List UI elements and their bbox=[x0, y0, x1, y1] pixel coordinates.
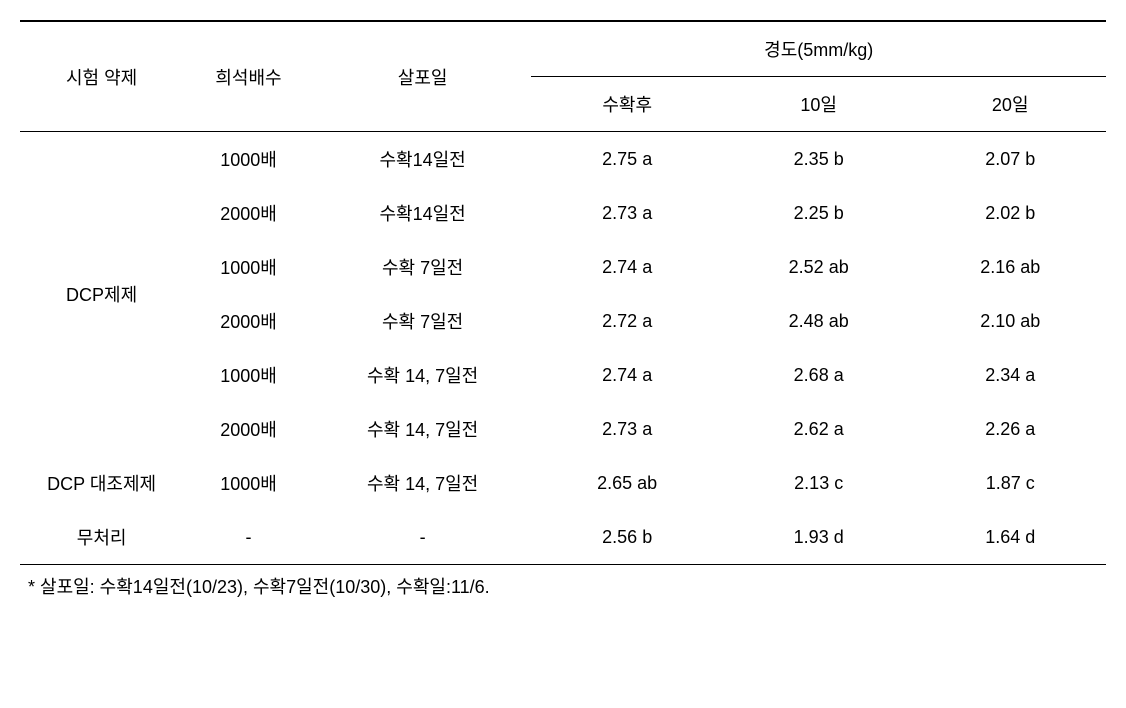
dilution-cell: 1000배 bbox=[183, 240, 314, 294]
hardness-cell: 2.13 c bbox=[723, 456, 915, 510]
spray-cell: 수확 7일전 bbox=[314, 240, 532, 294]
hardness-cell: 2.74 a bbox=[531, 348, 723, 402]
spray-cell: - bbox=[314, 510, 532, 565]
hardness-cell: 1.64 d bbox=[914, 510, 1106, 565]
header-agent: 시험 약제 bbox=[20, 21, 183, 132]
hardness-cell: 1.87 c bbox=[914, 456, 1106, 510]
spray-cell: 수확 7일전 bbox=[314, 294, 532, 348]
hardness-cell: 2.25 b bbox=[723, 186, 915, 240]
hardness-cell: 2.26 a bbox=[914, 402, 1106, 456]
agent-cell-dcp: DCP제제 bbox=[20, 132, 183, 457]
hardness-cell: 2.74 a bbox=[531, 240, 723, 294]
spray-cell: 수확 14, 7일전 bbox=[314, 456, 532, 510]
hardness-cell: 2.73 a bbox=[531, 186, 723, 240]
hardness-cell: 2.10 ab bbox=[914, 294, 1106, 348]
dilution-cell: 2000배 bbox=[183, 402, 314, 456]
hardness-cell: 2.02 b bbox=[914, 186, 1106, 240]
table-row: 1000배 수확 14, 7일전 2.74 a 2.68 a 2.34 a bbox=[20, 348, 1106, 402]
dilution-cell: 1000배 bbox=[183, 348, 314, 402]
table-row: 1000배 수확 7일전 2.74 a 2.52 ab 2.16 ab bbox=[20, 240, 1106, 294]
data-table-container: 시험 약제 희석배수 살포일 경도(5mm/kg) 수확후 10일 20일 DC… bbox=[20, 20, 1106, 599]
header-spray-day: 살포일 bbox=[314, 21, 532, 132]
table-row: 2000배 수확14일전 2.73 a 2.25 b 2.02 b bbox=[20, 186, 1106, 240]
hardness-cell: 2.48 ab bbox=[723, 294, 915, 348]
hardness-cell: 2.34 a bbox=[914, 348, 1106, 402]
hardness-cell: 2.72 a bbox=[531, 294, 723, 348]
hardness-cell: 2.73 a bbox=[531, 402, 723, 456]
hardness-cell: 1.93 d bbox=[723, 510, 915, 565]
hardness-cell: 2.52 ab bbox=[723, 240, 915, 294]
spray-cell: 수확 14, 7일전 bbox=[314, 402, 532, 456]
hardness-cell: 2.56 b bbox=[531, 510, 723, 565]
table-footnote: * 살포일: 수확14일전(10/23), 수확7일전(10/30), 수확일:… bbox=[20, 573, 1106, 599]
table-row: DCP 대조제제 1000배 수확 14, 7일전 2.65 ab 2.13 c… bbox=[20, 456, 1106, 510]
table-row: 2000배 수확 7일전 2.72 a 2.48 ab 2.10 ab bbox=[20, 294, 1106, 348]
agent-cell-dcp-control: DCP 대조제제 bbox=[20, 456, 183, 510]
spray-cell: 수확14일전 bbox=[314, 186, 532, 240]
header-hardness-after: 수확후 bbox=[531, 77, 723, 132]
dilution-cell: 2000배 bbox=[183, 294, 314, 348]
spray-cell: 수확14일전 bbox=[314, 132, 532, 187]
hardness-cell: 2.68 a bbox=[723, 348, 915, 402]
hardness-cell: 2.65 ab bbox=[531, 456, 723, 510]
hardness-cell: 2.16 ab bbox=[914, 240, 1106, 294]
hardness-table: 시험 약제 희석배수 살포일 경도(5mm/kg) 수확후 10일 20일 DC… bbox=[20, 20, 1106, 565]
table-row: DCP제제 1000배 수확14일전 2.75 a 2.35 b 2.07 b bbox=[20, 132, 1106, 187]
agent-cell-untreated: 무처리 bbox=[20, 510, 183, 565]
header-hardness-group: 경도(5mm/kg) bbox=[531, 21, 1106, 77]
dilution-cell: 1000배 bbox=[183, 132, 314, 187]
spray-cell: 수확 14, 7일전 bbox=[314, 348, 532, 402]
hardness-cell: 2.07 b bbox=[914, 132, 1106, 187]
dilution-cell: - bbox=[183, 510, 314, 565]
table-row: 2000배 수확 14, 7일전 2.73 a 2.62 a 2.26 a bbox=[20, 402, 1106, 456]
hardness-cell: 2.75 a bbox=[531, 132, 723, 187]
table-row: 무처리 - - 2.56 b 1.93 d 1.64 d bbox=[20, 510, 1106, 565]
header-hardness-10d: 10일 bbox=[723, 77, 915, 132]
header-hardness-20d: 20일 bbox=[914, 77, 1106, 132]
header-dilution: 희석배수 bbox=[183, 21, 314, 132]
dilution-cell: 1000배 bbox=[183, 456, 314, 510]
hardness-cell: 2.35 b bbox=[723, 132, 915, 187]
hardness-cell: 2.62 a bbox=[723, 402, 915, 456]
dilution-cell: 2000배 bbox=[183, 186, 314, 240]
